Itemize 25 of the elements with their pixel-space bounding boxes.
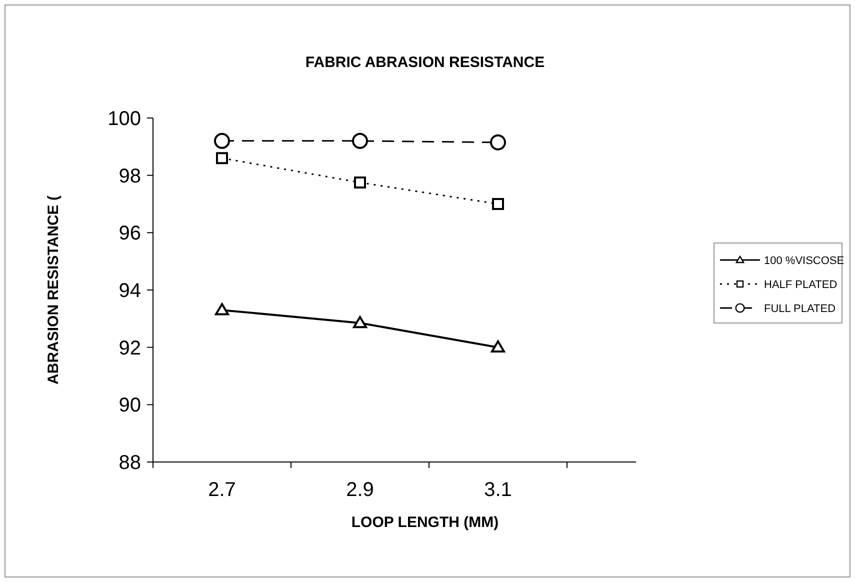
chart-title: FABRIC ABRASION RESISTANCE <box>305 54 545 71</box>
y-axis-title: ABRASION RESISTANCE ( <box>45 196 62 384</box>
legend-label: HALF PLATED <box>764 278 838 291</box>
y-tick-label: 98 <box>118 165 141 188</box>
y-tick-label: 96 <box>118 222 141 245</box>
point <box>354 176 366 188</box>
point <box>490 134 506 150</box>
x-tick-label: 2.7 <box>208 479 236 501</box>
point <box>215 303 229 316</box>
x-tick-label: 2.9 <box>346 479 374 501</box>
point <box>216 152 228 164</box>
y-tick-label: 100 <box>108 108 141 130</box>
point <box>492 198 504 210</box>
x-tick-label: 3.1 <box>484 479 512 501</box>
y-tick-label: 94 <box>118 280 141 302</box>
point <box>491 340 505 353</box>
point <box>214 132 230 149</box>
legend-label: FULL PLATED <box>764 302 836 315</box>
legend-label: 100 %VISCOSE <box>764 254 844 267</box>
point <box>353 316 367 328</box>
point <box>352 132 368 149</box>
y-tick-label: 90 <box>118 394 141 417</box>
y-tick-label: 88 <box>118 452 141 474</box>
y-tick-label: 92 <box>118 337 141 360</box>
x-axis-title: LOOP LENGTH (MM) <box>351 514 499 531</box>
